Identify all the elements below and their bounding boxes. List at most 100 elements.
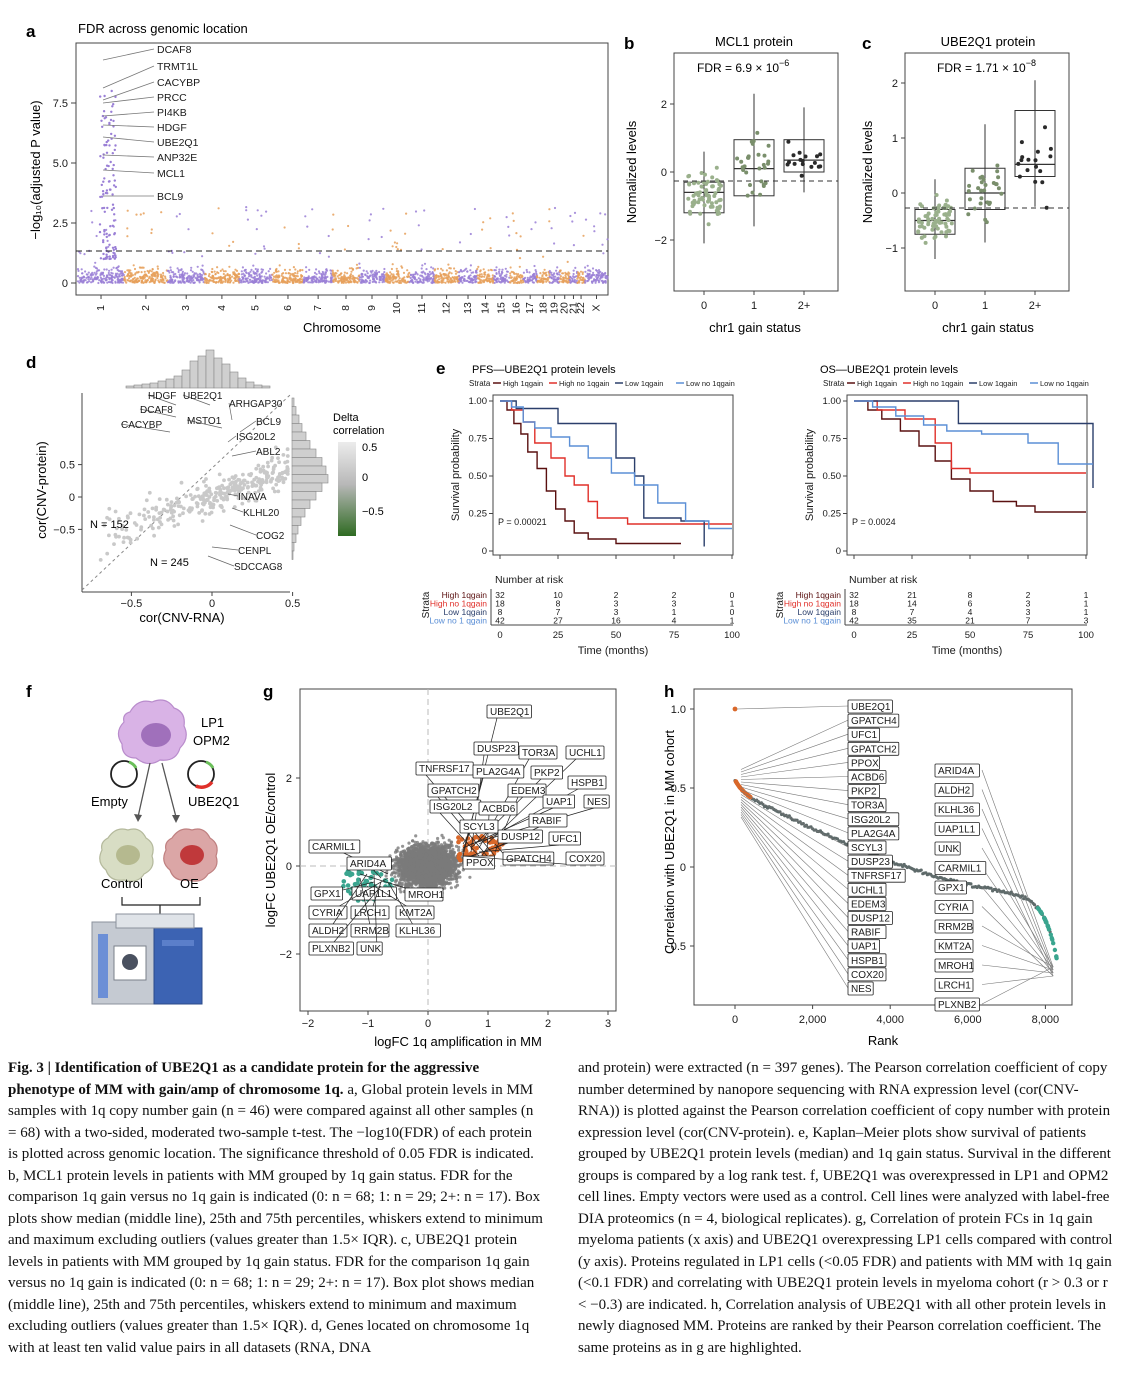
genome-point — [414, 280, 417, 283]
genome-point — [132, 281, 135, 284]
gene-point — [195, 501, 200, 506]
panel-d-legend-tick-1: 0.5 — [362, 442, 377, 454]
genome-point — [389, 274, 392, 278]
km-risk-label: High 1qgain — [442, 590, 488, 600]
genome-point — [76, 268, 80, 271]
gene-point — [276, 478, 280, 483]
km-risk-value: 3 — [672, 599, 677, 609]
genome-point — [277, 270, 280, 273]
sample-point — [934, 210, 939, 215]
chr1q-point — [100, 119, 103, 123]
genome-point — [189, 269, 193, 272]
gene-point — [245, 485, 250, 490]
sample-point — [702, 203, 707, 208]
gene-point — [272, 489, 277, 494]
gene-point — [143, 517, 148, 521]
genome-point — [186, 272, 189, 275]
genome-point — [527, 280, 530, 283]
gene-point — [124, 528, 129, 532]
genome-point — [419, 280, 422, 283]
genome-point — [252, 270, 255, 273]
genome-point — [588, 273, 591, 276]
chr1q-point — [109, 160, 112, 164]
genome-point — [551, 281, 555, 284]
panel-a-x-tick-label: 15 — [496, 302, 508, 314]
gene-point — [139, 525, 144, 530]
genome-point — [190, 266, 193, 269]
genome-point — [91, 221, 94, 224]
genome-point — [296, 272, 299, 275]
genome-point — [535, 272, 538, 275]
genome-point — [201, 264, 204, 267]
genome-point — [366, 272, 369, 275]
genome-point — [439, 272, 442, 275]
chr1q-point — [111, 203, 115, 206]
y-tick-label: −2 — [654, 235, 667, 247]
gene-point — [159, 510, 164, 515]
genome-point — [587, 277, 590, 280]
genome-point — [540, 277, 543, 280]
gene-point — [202, 479, 206, 484]
sample-point — [692, 181, 696, 186]
sample-point — [758, 192, 763, 197]
genome-point — [391, 263, 394, 266]
genome-point — [332, 213, 335, 216]
genome-point — [420, 274, 423, 277]
genome-point — [126, 274, 129, 278]
genome-point — [364, 274, 367, 277]
genome-point — [562, 276, 565, 279]
genome-point — [281, 278, 284, 281]
genome-point — [132, 264, 135, 267]
genome-point — [569, 275, 572, 278]
chr1q-point — [108, 243, 111, 246]
km-risk-value: 4 — [968, 607, 973, 617]
gene-point — [222, 478, 226, 483]
genome-point — [211, 267, 214, 271]
chr1q-point — [100, 183, 104, 187]
side-hist-bar — [291, 482, 323, 492]
panel-c-frame — [904, 52, 1070, 292]
km-x-label: Time (months) — [578, 645, 649, 657]
genome-point — [346, 272, 349, 275]
genome-point — [474, 278, 477, 281]
km-y-tick-label: 0 — [482, 546, 487, 557]
panel-c-y-label: Normalized levels — [860, 120, 875, 223]
panel-d-gene-leader — [231, 450, 257, 457]
genome-point — [222, 272, 225, 276]
genome-point — [113, 276, 116, 279]
gene-point — [213, 494, 218, 499]
genome-point — [211, 271, 214, 274]
gene-point — [166, 502, 170, 507]
gene-point — [230, 485, 235, 490]
panel-d-n-upper: N = 152 — [90, 519, 129, 531]
genome-point — [247, 272, 250, 276]
panel-a-x-tick-label: 18 — [537, 302, 549, 314]
panel-d-gene-leader — [182, 394, 211, 406]
sample-point — [918, 202, 923, 207]
genome-point — [327, 280, 330, 283]
genome-point — [375, 269, 378, 272]
chr1q-point — [113, 232, 117, 235]
mass-spectrometer-icon — [91, 913, 203, 1005]
side-hist-bar — [291, 423, 303, 433]
genome-point — [558, 280, 561, 283]
gene-point — [228, 482, 233, 487]
sample-point — [1019, 140, 1024, 145]
genome-point — [80, 268, 83, 271]
genome-point — [336, 269, 339, 272]
genome-point — [337, 280, 340, 283]
genome-point — [552, 273, 555, 276]
sample-point — [943, 212, 948, 217]
genome-point — [482, 268, 485, 271]
genome-point — [320, 273, 323, 276]
chr1q-point — [112, 184, 116, 187]
km-risk-x-tick-label: 0 — [497, 630, 502, 641]
genome-point — [504, 267, 507, 270]
genome-point — [153, 281, 156, 284]
genome-point — [321, 278, 324, 282]
gene-point — [262, 470, 267, 475]
genome-point — [501, 268, 504, 271]
y-tick-label: 2 — [661, 99, 667, 111]
genome-point — [542, 280, 545, 283]
sample-point — [703, 172, 707, 177]
